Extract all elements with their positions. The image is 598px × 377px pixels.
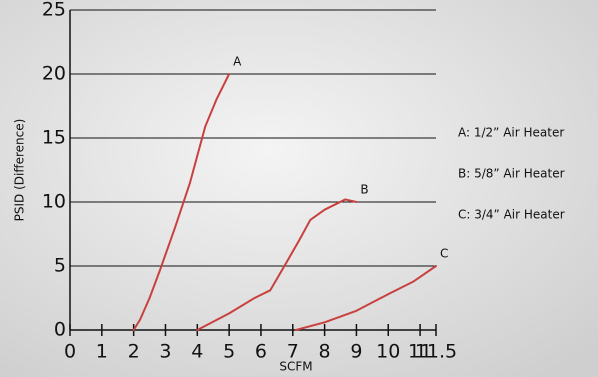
x-tick-label: 0 <box>64 341 76 363</box>
legend-note: A: 1/2” Air Heater <box>458 126 564 140</box>
x-tick-label: 4 <box>191 341 203 363</box>
x-tick-label: 11.5 <box>415 341 457 363</box>
series-line <box>196 198 358 331</box>
x-tick-label: 5 <box>223 341 235 363</box>
y-tick-label: 10 <box>42 191 66 213</box>
series-label: A <box>233 55 242 69</box>
series-label: C <box>440 247 448 261</box>
y-axis-label: PSID (Difference) <box>13 119 27 222</box>
y-tick-label: 25 <box>42 0 66 21</box>
x-axis-label: SCFM <box>279 360 312 374</box>
x-tick-label: 10 <box>376 341 400 363</box>
legend-note: B: 5/8” Air Heater <box>458 167 565 181</box>
x-tick-label: 11 <box>408 341 432 363</box>
y-tick-label: 15 <box>42 127 66 149</box>
y-tick-label: 0 <box>54 319 66 341</box>
legend-note: C: 3/4” Air Heater <box>458 208 565 222</box>
x-tick-label: 3 <box>159 341 171 363</box>
x-tick-label: 9 <box>350 341 362 363</box>
y-tick-label: 20 <box>42 63 66 85</box>
x-tick-label: 8 <box>319 341 331 363</box>
series-line <box>132 73 231 331</box>
x-tick-label: 2 <box>128 341 140 363</box>
series-line <box>294 265 437 331</box>
x-tick-label: 6 <box>255 341 267 363</box>
y-tick-label: 5 <box>54 255 66 277</box>
x-tick-label: 1 <box>96 341 108 363</box>
series-label: B <box>360 183 368 197</box>
x-tick-label: 7 <box>287 341 299 363</box>
